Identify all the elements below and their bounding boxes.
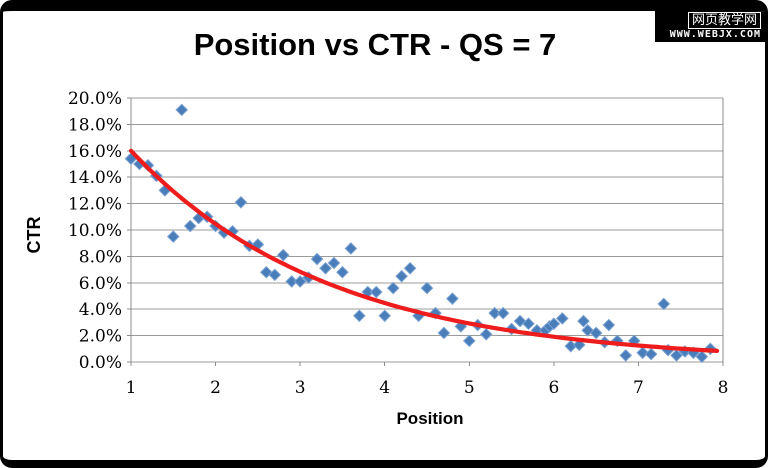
x-tick-label: 8 <box>718 378 729 398</box>
scatter-point <box>310 252 324 266</box>
y-axis-title: CTR <box>24 217 44 254</box>
scatter-point <box>556 312 569 325</box>
scatter-point <box>581 324 594 337</box>
y-tick-label: 16.0% <box>68 142 122 162</box>
y-tick-label: 12.0% <box>68 195 122 215</box>
scatter-point <box>488 306 501 320</box>
chart-area: Position vs CTR - QS = 7 Position CTR 0.… <box>3 11 765 460</box>
scatter-point <box>695 350 709 364</box>
scatter-point <box>602 318 616 332</box>
scatter-point <box>403 261 417 275</box>
scatter-point <box>636 346 649 360</box>
scatter-point <box>353 309 366 323</box>
scatter-point <box>336 265 349 279</box>
x-tick-label: 3 <box>295 378 306 398</box>
scatter-point <box>513 314 527 328</box>
y-tick-label: 20.0% <box>68 89 122 109</box>
scatter-point <box>657 297 671 311</box>
y-tick-label: 2.0% <box>79 327 122 347</box>
scatter-point <box>386 281 400 295</box>
scatter-point <box>437 326 451 340</box>
x-tick-label: 7 <box>633 378 644 398</box>
scatter-point <box>589 326 603 340</box>
watermark-site-name: 网页教学网 <box>687 12 761 29</box>
scatter-point <box>446 292 459 305</box>
scatter-point <box>462 334 476 348</box>
scatter-point <box>293 275 307 288</box>
scatter-point <box>547 317 561 331</box>
scatter-point <box>268 268 282 282</box>
chart-title: Position vs CTR - QS = 7 <box>193 27 557 62</box>
scatter-point <box>577 314 590 328</box>
scatter-point <box>285 275 298 288</box>
watermark-url: www.webjx.com <box>669 29 761 40</box>
scatter-point <box>369 285 383 299</box>
y-tick-label: 6.0% <box>79 274 122 294</box>
scatter-point <box>522 317 535 331</box>
y-tick-label: 0.0% <box>79 353 122 373</box>
scatter-point <box>344 242 358 255</box>
scatter-point <box>670 349 683 362</box>
scatter-point <box>276 248 290 262</box>
x-tick-label: 2 <box>210 378 221 398</box>
scatter-point <box>572 338 586 352</box>
scatter-point <box>175 103 189 117</box>
scatter-point <box>496 306 510 320</box>
scatter-point <box>619 349 633 362</box>
x-axis-title: Position <box>396 409 463 428</box>
y-tick-label: 8.0% <box>79 247 122 267</box>
scatter-point <box>479 327 493 341</box>
x-tick-label: 4 <box>379 378 390 398</box>
scatter-point <box>644 347 658 361</box>
scatter-point <box>166 230 180 243</box>
scatter-point <box>183 219 197 233</box>
x-tick-label: 6 <box>548 378 559 398</box>
scatter-point <box>395 269 408 283</box>
scatter-point <box>378 309 392 323</box>
scatter-point <box>420 281 434 295</box>
scatter-point <box>234 195 248 209</box>
y-tick-label: 10.0% <box>68 221 122 241</box>
scatter-point <box>319 261 332 275</box>
x-tick-label: 5 <box>464 378 475 398</box>
trend-line <box>128 148 720 353</box>
y-tick-label: 18.0% <box>68 115 122 135</box>
y-tick-label: 14.0% <box>68 168 122 188</box>
scatter-point <box>327 256 341 270</box>
y-tick-label: 4.0% <box>79 300 122 320</box>
x-tick-label: 1 <box>126 378 137 398</box>
watermark: 网页教学网 www.webjx.com <box>655 11 765 42</box>
